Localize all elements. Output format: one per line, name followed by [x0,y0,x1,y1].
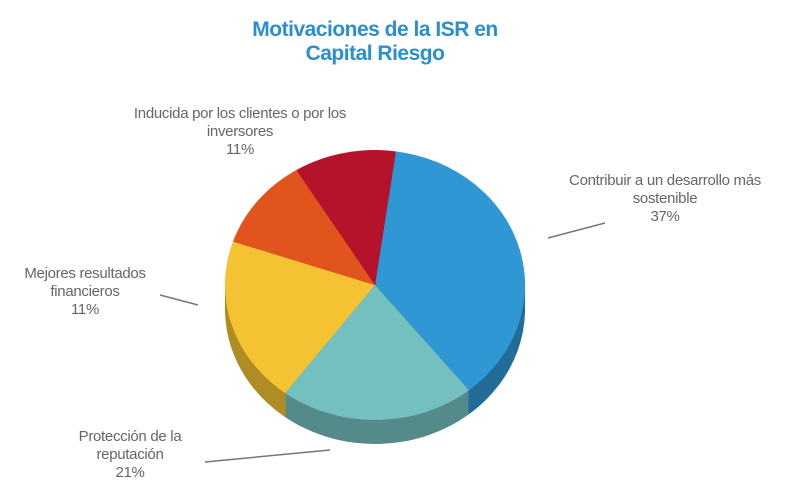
leader-line [159,294,199,306]
value-label: 37% [650,208,680,225]
chart-title: Motivaciones de la ISR en Capital Riesgo [252,18,498,65]
category-label: Contribuir a un desarrollo más sostenibl… [569,172,761,207]
leader-line [547,222,606,239]
slice [225,241,375,394]
value-label: 11% [225,141,254,158]
slice-label: Protección de la reputación 21% [50,428,210,482]
category-label: Mejores resultados financieros [24,265,146,300]
value-label: 11% [70,301,99,318]
leader-line [204,449,331,463]
category-label: Inducida por los clientes o por los inve… [133,105,347,140]
category-label: Protección de la reputación [78,428,182,463]
slice [233,170,375,285]
slice [285,285,469,420]
slice-label: Contribuir a un desarrollo más sostenibl… [550,172,780,226]
slice [375,151,525,391]
value-label: 21% [115,464,145,481]
slice-label: Inducida por los clientes o por los inve… [125,105,355,159]
slice-label: Mejores resultados financieros 11% [5,265,165,319]
slice [296,150,396,285]
